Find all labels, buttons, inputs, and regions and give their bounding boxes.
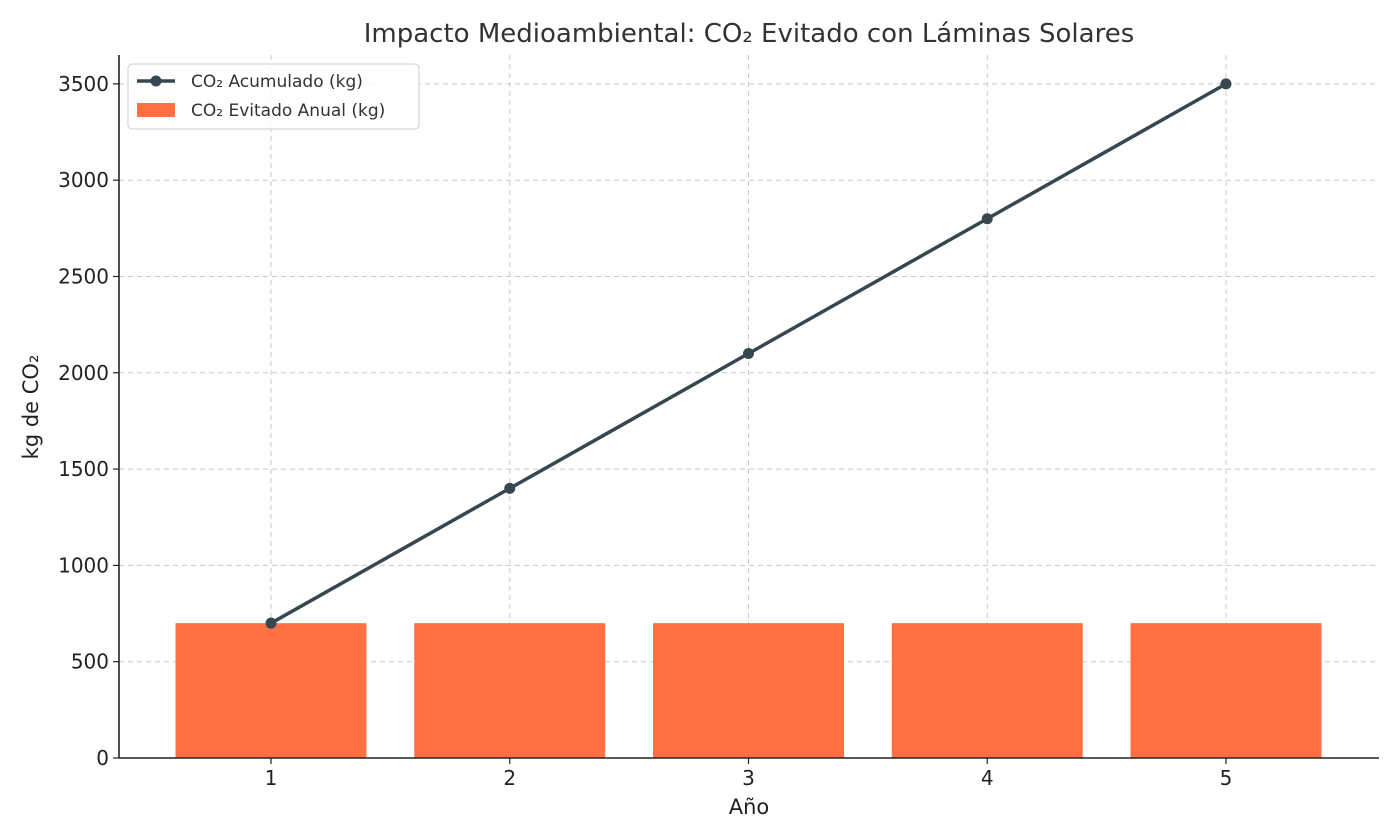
bar [1130,623,1322,758]
chart-title: Impacto Medioambiental: CO₂ Evitado con … [364,19,1135,49]
y-tick-label: 500 [71,650,109,674]
legend-label-line: CO₂ Acumulado (kg) [191,72,363,92]
x-tick-label: 3 [742,766,755,790]
x-tick-label: 2 [503,766,516,790]
bar-series [175,623,1322,758]
bar [414,623,606,758]
line-point [743,348,754,360]
line-point [265,617,277,629]
x-tick-label: 5 [1220,766,1233,790]
bar [891,623,1083,758]
legend-label-bar: CO₂ Evitado Anual (kg) [191,101,385,121]
x-tick-label: 4 [981,766,994,790]
bar [175,623,367,758]
legend: CO₂ Acumulado (kg) CO₂ Evitado Anual (kg… [127,63,420,130]
y-tick-label: 2000 [58,361,109,385]
line-point [981,213,993,225]
y-tick-label: 0 [96,746,109,770]
x-tick-label: 1 [265,766,278,790]
x-axis-label: Año [729,795,770,819]
y-axis-label: kg de CO₂ [19,355,43,460]
line-series [265,78,1232,629]
y-tick-label: 3000 [58,168,109,192]
line-point [504,482,516,494]
y-tick-label: 3500 [58,72,109,96]
legend-line-marker [150,75,162,87]
line-point [1220,78,1232,90]
y-tick-label: 1500 [58,457,109,481]
tick-labels: 0 500 1000 1500 2000 2500 3000 3500 1 2 3 4 5 [58,72,1232,790]
y-tick-label: 2500 [58,264,109,288]
bar [653,623,844,758]
legend-box [127,63,420,130]
legend-bar-swatch [137,103,175,117]
y-tick-label: 1000 [58,553,109,577]
